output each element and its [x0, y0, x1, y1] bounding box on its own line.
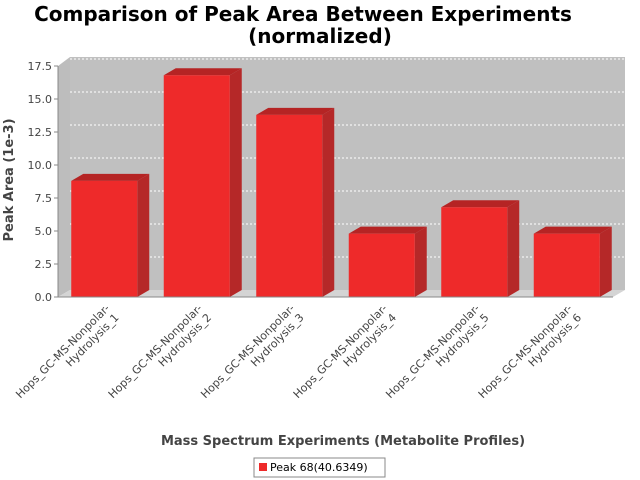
bar: [533, 226, 612, 297]
legend-box: [253, 457, 386, 478]
bar-front: [71, 180, 138, 297]
plot-left-wall: [58, 57, 70, 297]
bar-top: [256, 107, 335, 115]
bar: [441, 200, 520, 297]
bar-top: [163, 68, 242, 76]
x-tick-labels: Hops_GC-MS-Nonpolar-Hydrolysis_1Hops_GC-…: [13, 302, 584, 410]
bar-front: [163, 75, 230, 298]
x-tick-label: Hops_GC-MS-Nonpolar-Hydrolysis_1: [13, 302, 121, 410]
bar-side: [229, 68, 242, 298]
legend: Peak 68(40.6349): [253, 457, 386, 478]
y-tick-label: 5.0: [35, 225, 53, 238]
bar-side: [414, 226, 427, 297]
x-tick-label-line: Hops_GC-MS-Nonpolar-: [198, 302, 297, 401]
chart-subtitle: (normalized): [248, 24, 392, 48]
bars: [71, 68, 612, 298]
bar-side: [599, 226, 612, 297]
bar-side: [322, 107, 335, 297]
y-ticks: 0.0 2.5 5.0 7.5 10.0 12.5 15.0 17.5: [28, 60, 58, 304]
x-tick-label: Hops_GC-MS-Nonpolar-Hydrolysis_6: [476, 302, 584, 410]
bar-top: [533, 226, 612, 234]
x-tick-label: Hops_GC-MS-Nonpolar-Hydrolysis_2: [106, 302, 214, 410]
x-tick-label: Hops_GC-MS-Nonpolar-Hydrolysis_5: [383, 302, 491, 410]
y-tick-label: 0.0: [35, 291, 53, 304]
legend-label: Peak 68(40.6349): [270, 461, 368, 474]
bar: [256, 107, 335, 297]
y-tick-label: 10.0: [28, 159, 53, 172]
x-tick-label-line: Hops_GC-MS-Nonpolar-: [106, 302, 205, 401]
bar-front: [441, 207, 508, 297]
x-tick-label-line: Hops_GC-MS-Nonpolar-: [13, 302, 112, 401]
legend-swatch: [259, 463, 267, 471]
x-tick-label: Hops_GC-MS-Nonpolar-Hydrolysis_4: [291, 302, 399, 410]
y-tick-label: 17.5: [28, 60, 53, 73]
bar: [163, 68, 242, 298]
grid-lines: [70, 58, 625, 258]
bar-front: [256, 114, 323, 297]
x-tick-label: Hops_GC-MS-Nonpolar-Hydrolysis_3: [198, 302, 306, 410]
bar-side: [507, 200, 520, 297]
bar-side: [137, 173, 150, 297]
x-tick-label-line: Hops_GC-MS-Nonpolar-: [291, 302, 390, 401]
plot-area: [58, 57, 625, 298]
y-axis: [57, 66, 613, 298]
y-tick-label: 12.5: [28, 126, 53, 139]
bar-top: [441, 200, 520, 208]
bar-top: [348, 226, 427, 234]
bar: [71, 173, 150, 297]
bar: [348, 226, 427, 297]
chart-title: Comparison of Peak Area Between Experime…: [34, 2, 572, 26]
y-tick-label: 2.5: [35, 258, 53, 271]
y-tick-label: 7.5: [35, 192, 53, 205]
bar-front: [533, 233, 600, 297]
x-axis-label: Mass Spectrum Experiments (Metabolite Pr…: [161, 434, 525, 449]
bar-top: [71, 173, 150, 181]
x-tick-label-line: Hops_GC-MS-Nonpolar-: [383, 302, 482, 401]
bar-front: [348, 233, 415, 297]
x-tick-label-line: Hops_GC-MS-Nonpolar-: [476, 302, 575, 401]
y-axis-label: Peak Area (1e-3): [2, 118, 17, 241]
y-tick-label: 15.0: [28, 93, 53, 106]
